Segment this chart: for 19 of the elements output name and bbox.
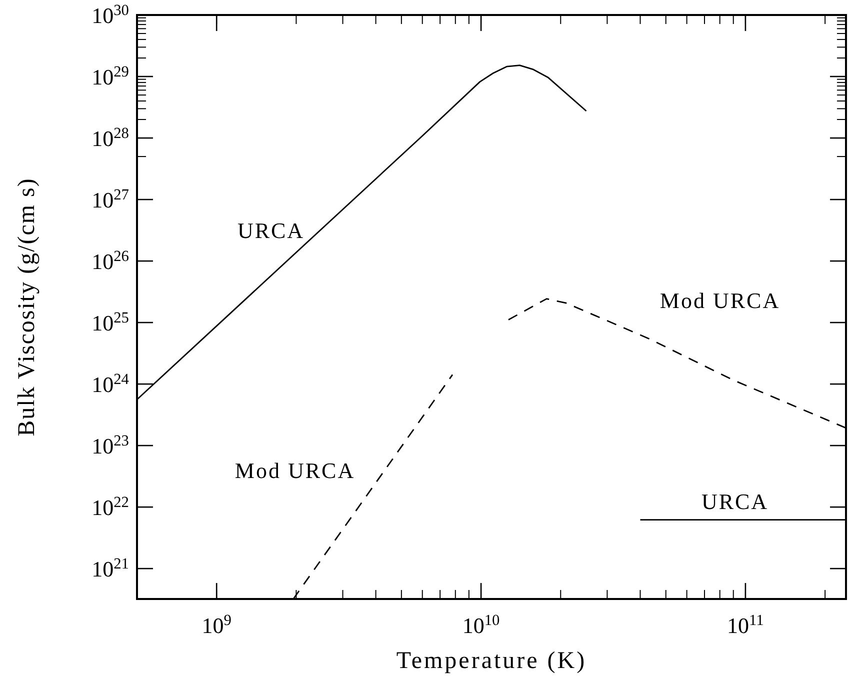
y-tick-label: 10$^{23}$ — [92, 432, 130, 459]
y-tick-label: 10$^{22}$ — [92, 494, 129, 520]
series-label: URCA — [237, 218, 305, 243]
y-tick-label: 10$^{28}$ — [92, 124, 130, 152]
y-tick-label: 10$^{21}$ — [92, 555, 129, 582]
y-tick-label: 10$^{25}$ — [92, 309, 130, 336]
x-tick-label: 10$^{10}$ — [462, 612, 500, 638]
y-tick-label: 10$^{30}$ — [92, 2, 130, 28]
y-axis-title: Bulk Viscosity (g/(cm s) — [14, 178, 40, 436]
series-label: Mod URCA — [660, 288, 780, 313]
y-tick-label: 10$^{29}$ — [92, 63, 130, 90]
x-tick-label: 10$^{9}$ — [202, 612, 232, 638]
series-label: URCA — [701, 489, 769, 514]
y-tick-label: 10$^{26}$ — [92, 248, 130, 274]
y-tick-label: 10$^{27}$ — [92, 186, 130, 213]
y-tick-label: 10$^{24}$ — [92, 370, 130, 398]
x-axis-title: Temperature (K) — [396, 648, 587, 674]
x-tick-label: 10$^{11}$ — [727, 612, 764, 638]
series-label: Mod URCA — [234, 458, 356, 483]
